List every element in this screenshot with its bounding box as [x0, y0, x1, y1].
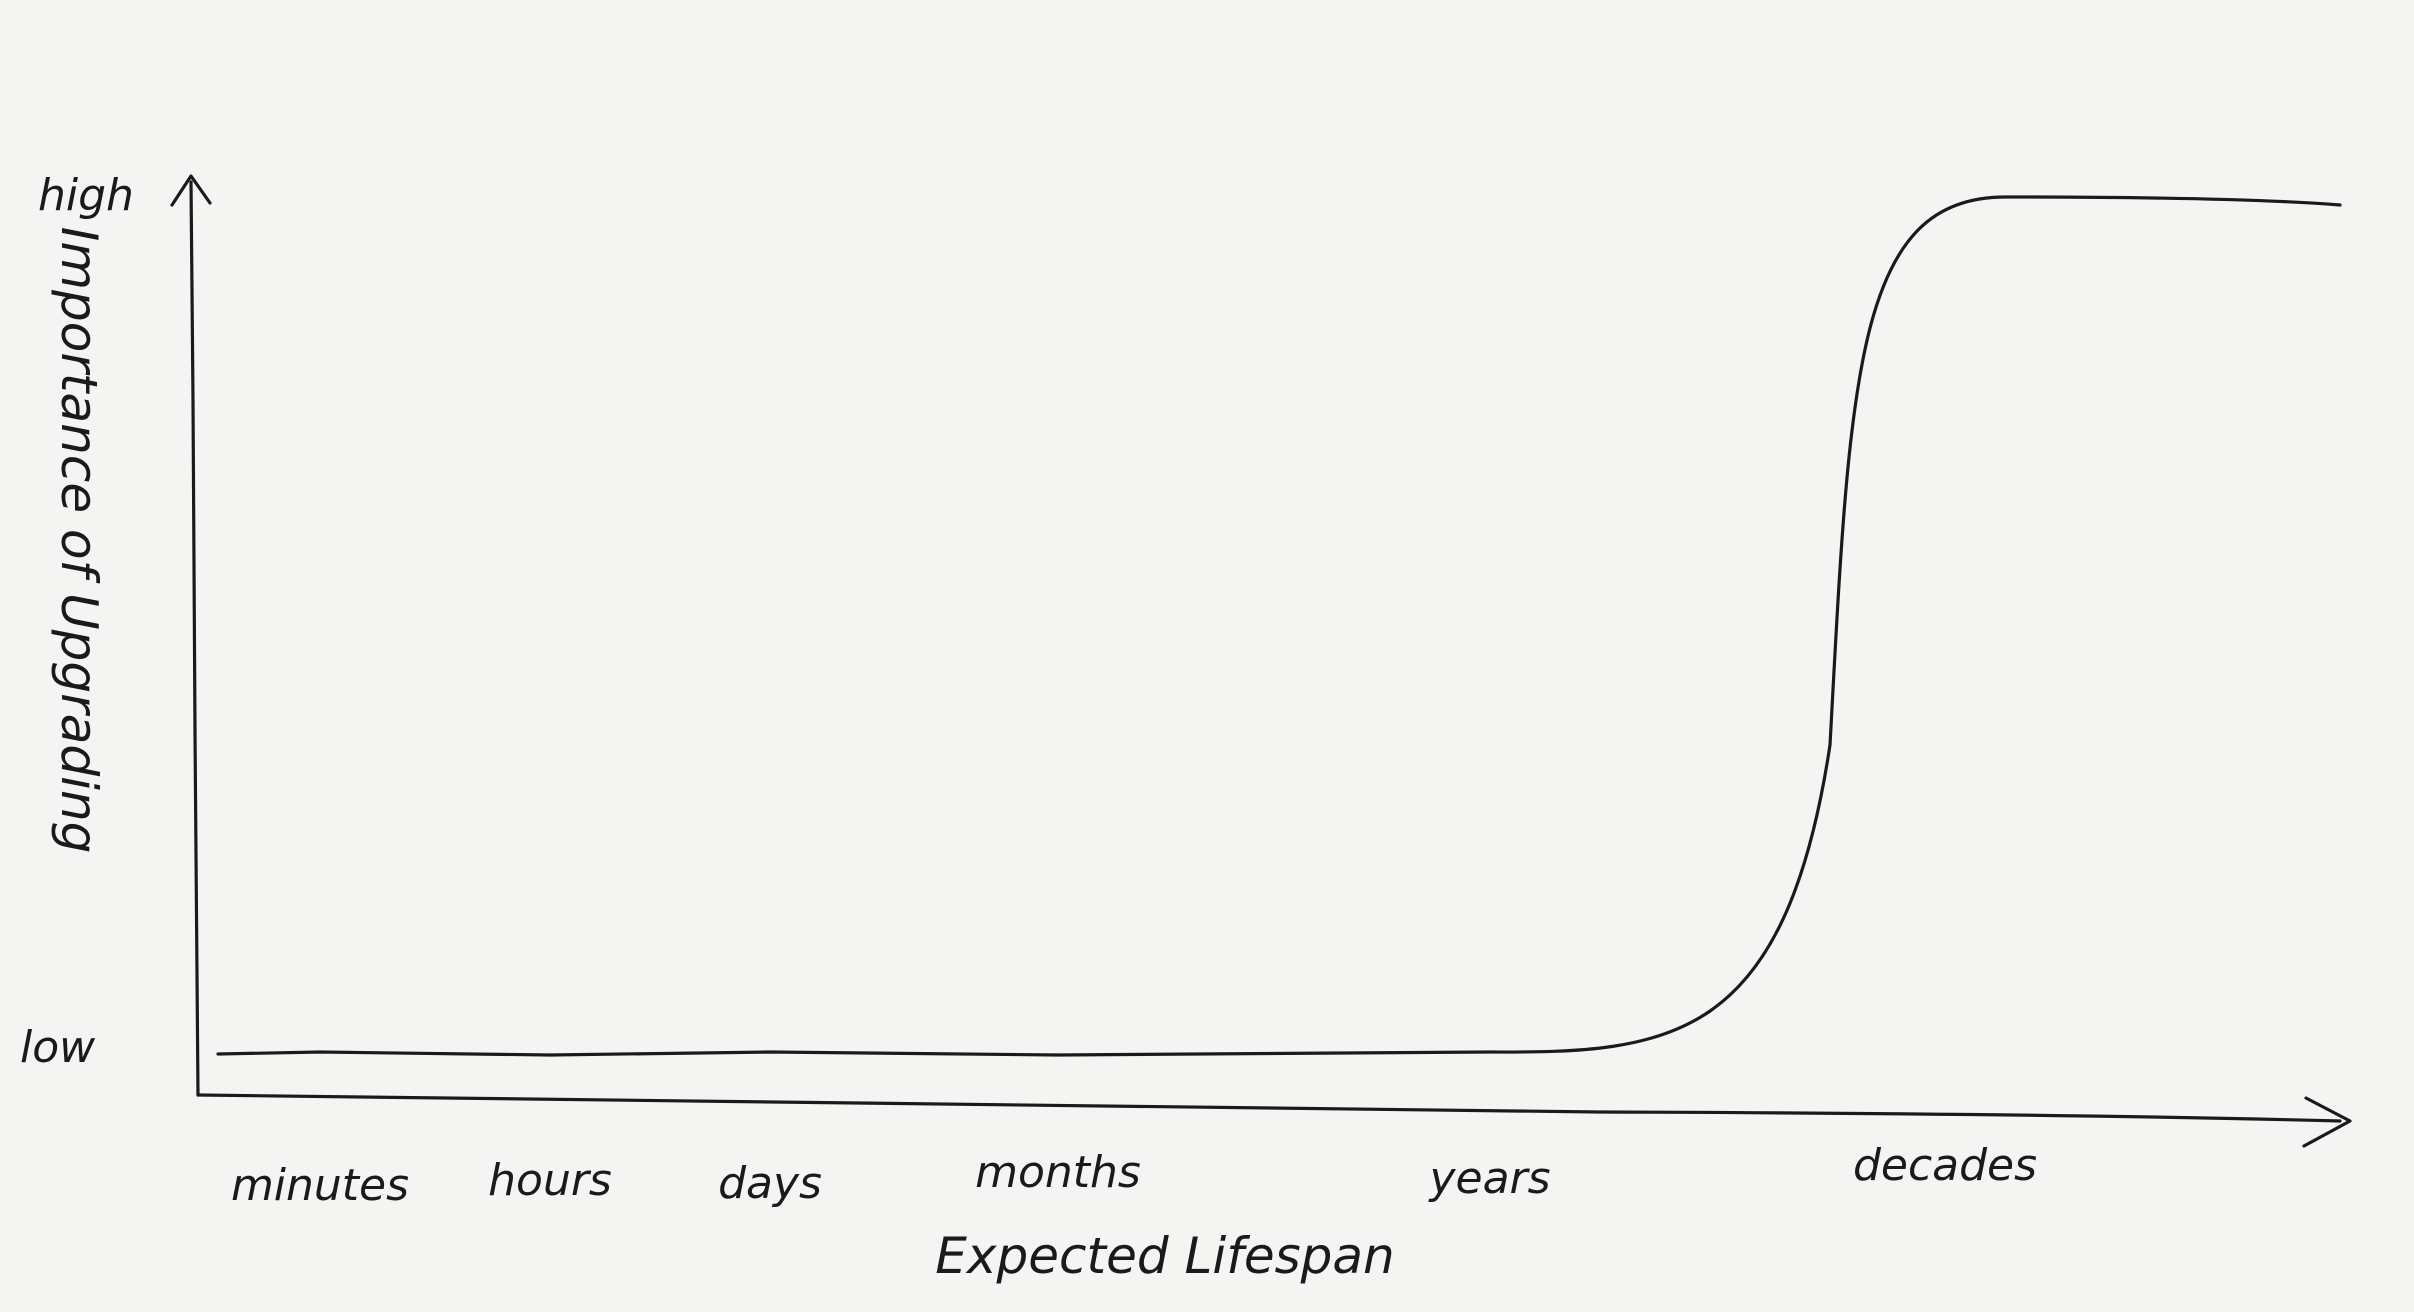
y-tick-label-high: high	[38, 170, 134, 221]
y-axis-title: Importance of Upgrading	[50, 227, 108, 854]
x-axis-title: Expected Lifespan	[935, 1227, 1394, 1285]
x-tick-label-years: years	[1427, 1153, 1550, 1204]
x-tick-label-decades: decades	[1853, 1140, 2037, 1191]
x-axis-line	[196, 1093, 2342, 1123]
y-axis-line	[189, 180, 200, 1097]
y-axis-arrowhead	[170, 174, 212, 207]
x-tick-label-days: days	[718, 1158, 822, 1209]
series-line	[216, 195, 2342, 1057]
y-tick-label-low: low	[20, 1022, 96, 1073]
x-axis-arrowhead	[2302, 1096, 2352, 1148]
x-tick-label-minutes: minutes	[231, 1160, 409, 1211]
x-tick-label-months: months	[975, 1147, 1141, 1198]
x-tick-label-hours: hours	[488, 1155, 612, 1206]
